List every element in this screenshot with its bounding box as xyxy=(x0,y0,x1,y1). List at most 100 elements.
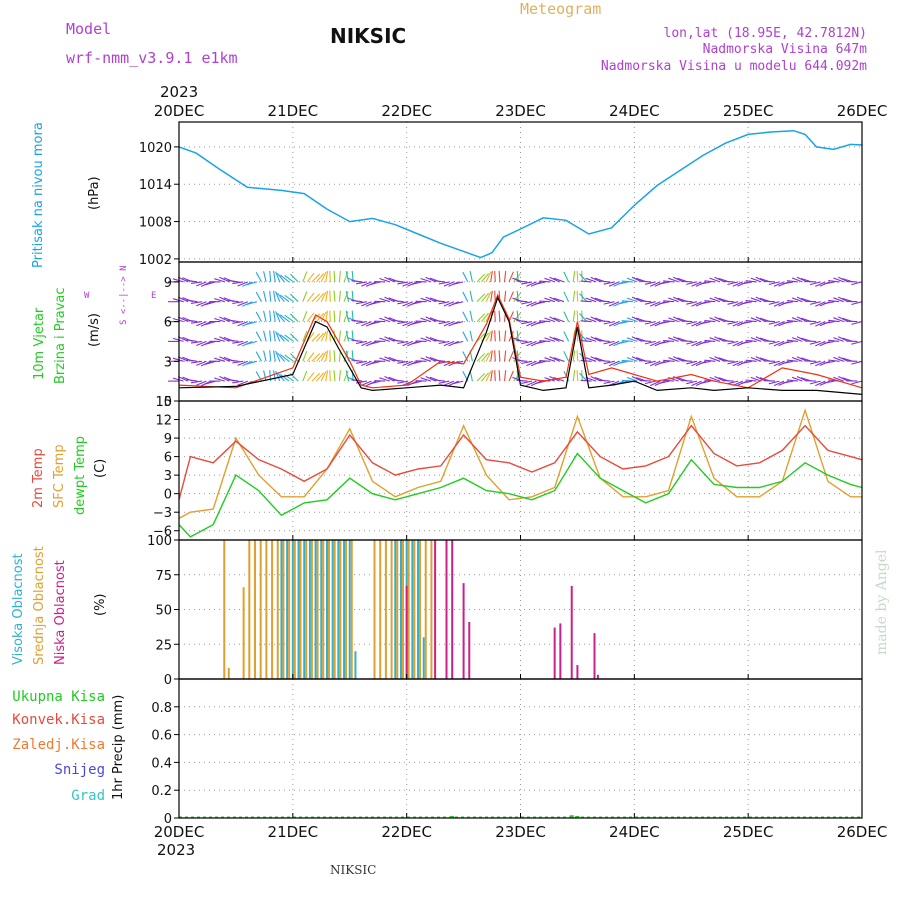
wind-arrow xyxy=(490,370,493,382)
wind-arrow xyxy=(750,277,762,283)
wind-arrow xyxy=(644,380,656,385)
wind-arrow xyxy=(681,320,693,323)
wind-arrow xyxy=(306,312,315,322)
wind-arrow xyxy=(311,372,321,382)
wind-arrow xyxy=(343,291,349,302)
wind-arrow xyxy=(516,320,528,323)
wind-arrow xyxy=(290,333,299,342)
wind-arrow xyxy=(513,292,521,303)
wind-arrow xyxy=(219,376,230,382)
wind-arrow xyxy=(572,370,576,382)
wind-arrow xyxy=(580,280,592,283)
wind-arrow xyxy=(644,301,656,305)
wind-arrow xyxy=(603,281,615,285)
wind-arrow xyxy=(773,380,785,387)
wind-arrow xyxy=(481,372,490,382)
wind-arrow xyxy=(311,273,321,283)
wind-arrow xyxy=(275,271,281,283)
wind-arrow xyxy=(544,357,556,362)
wind-arrow xyxy=(276,273,285,283)
wind-arrow xyxy=(494,310,496,322)
wind-arrow xyxy=(663,359,675,362)
wind-arrow xyxy=(549,276,560,283)
wind-arrow xyxy=(485,291,492,302)
wind-arrow xyxy=(539,280,551,283)
wind-arrow xyxy=(411,301,423,305)
wind-arrow xyxy=(494,330,496,342)
x-tick-label-bottom: 23DEC xyxy=(495,823,546,841)
wind-arrow xyxy=(791,277,803,283)
wind-arrow xyxy=(563,291,570,302)
wind-arrow xyxy=(190,340,202,344)
y-tick-label: −6 xyxy=(153,525,172,540)
wind-arrow xyxy=(392,319,404,323)
wind-arrow xyxy=(576,270,579,282)
wind-arrow xyxy=(172,337,184,342)
wind-arrow xyxy=(369,321,381,325)
wind-arrow xyxy=(433,319,445,323)
wind-compass-w: W xyxy=(84,291,90,301)
wind-arrow xyxy=(333,350,336,362)
wind-arrow xyxy=(521,321,533,325)
wind-arrow xyxy=(402,301,414,307)
wind-arrow xyxy=(621,339,633,342)
wind-arrow xyxy=(681,300,693,303)
wind-arrow xyxy=(521,301,533,305)
y-tick-label: 3 xyxy=(164,355,172,370)
y-tick-label: 9 xyxy=(164,432,172,447)
wind-arrow xyxy=(246,321,258,326)
wind-arrow xyxy=(704,339,716,342)
wind-arrow xyxy=(276,332,285,342)
wind-arrow xyxy=(361,380,372,386)
wind-arrow xyxy=(351,319,363,323)
wind-arrow xyxy=(402,360,414,367)
wind-arrow xyxy=(333,290,336,302)
wind-arrow xyxy=(320,371,327,382)
wind-arrow xyxy=(190,380,202,384)
wind-arrow xyxy=(791,297,803,303)
wind-arrow xyxy=(415,300,427,303)
wind-arrow xyxy=(255,331,262,342)
wind-arrow xyxy=(490,350,493,362)
wind-arrow xyxy=(649,340,661,347)
wind-arrow xyxy=(273,370,276,382)
wind-arrow xyxy=(722,380,734,382)
wind-arrow xyxy=(284,354,294,362)
x-tick-label-bottom: 24DEC xyxy=(609,823,660,841)
wind-arrow xyxy=(579,313,588,322)
wind-arrow xyxy=(361,301,372,307)
wind-arrow xyxy=(329,270,331,282)
wind-arrow xyxy=(402,340,414,347)
wind-arrow xyxy=(526,321,537,327)
wind-arrow xyxy=(196,380,207,386)
wind-arrow xyxy=(325,310,329,322)
wind-arrow xyxy=(361,281,372,287)
wind-arrow xyxy=(521,380,533,384)
wind-arrow xyxy=(745,339,757,342)
wind-arrow xyxy=(325,350,329,362)
wind-arrow xyxy=(585,297,597,303)
cloud-label-high: Visoka Oblacnost xyxy=(11,553,26,665)
wind-arrow xyxy=(279,334,290,342)
wind-arrow xyxy=(668,337,679,342)
wind-arrow xyxy=(732,321,744,327)
wind-arrow xyxy=(640,359,652,362)
wind-arrow xyxy=(763,380,775,382)
wind-arrow xyxy=(355,360,368,364)
wind-arrow xyxy=(306,332,315,342)
wind-arrow xyxy=(302,291,308,302)
wind-arrow xyxy=(553,317,565,323)
wind-arrow xyxy=(177,336,189,342)
wind-arrow xyxy=(329,350,331,362)
wind-arrow xyxy=(498,270,501,282)
wind-arrow xyxy=(773,340,785,347)
wind-arrow xyxy=(397,380,409,384)
wind-arrow xyxy=(691,380,702,387)
dewpoint-line xyxy=(178,452,863,538)
wind-arrow xyxy=(768,340,780,345)
wind-arrow xyxy=(686,281,698,285)
wind-arrow xyxy=(833,277,844,283)
wind-arrow xyxy=(269,350,272,362)
wind-arrow xyxy=(851,321,863,325)
wind-arrow xyxy=(452,360,464,365)
